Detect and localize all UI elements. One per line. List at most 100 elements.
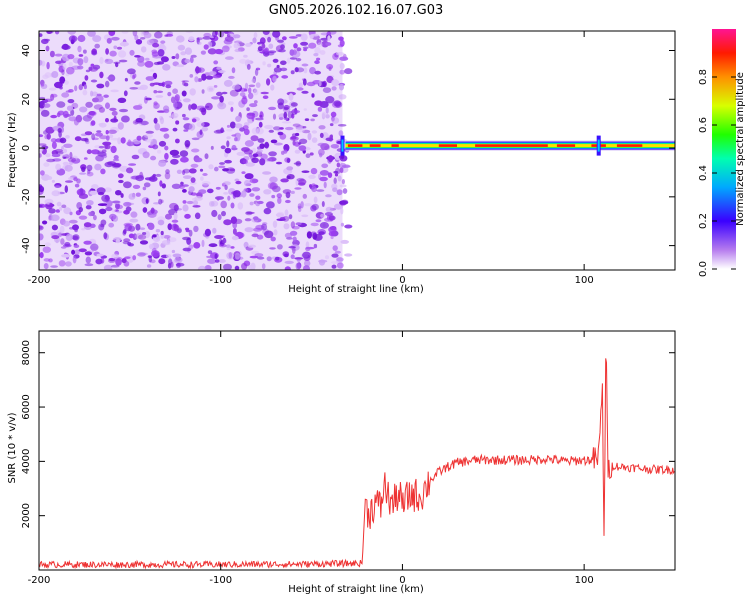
noise-speckle <box>157 110 166 113</box>
noise-speckle <box>251 157 259 164</box>
noise-speckle <box>145 130 154 134</box>
heatmap-ylabel: Frequency (Hz) <box>7 112 18 188</box>
noise-speckle <box>106 76 116 80</box>
noise-speckle <box>219 95 224 103</box>
noise-speckle <box>310 205 317 212</box>
noise-speckle <box>62 161 69 166</box>
noise-speckle <box>326 63 334 70</box>
noise-speckle <box>201 122 210 127</box>
noise-speckle <box>117 97 127 104</box>
noise-speckle <box>211 209 218 218</box>
noise-speckle <box>173 101 178 109</box>
noise-speckle <box>153 61 161 66</box>
noise-speckle <box>146 39 155 46</box>
noise-speckle <box>220 200 227 209</box>
noise-speckle <box>177 44 186 51</box>
noise-speckle <box>232 228 237 235</box>
noise-speckle <box>310 222 319 227</box>
noise-speckle <box>86 149 92 155</box>
noise-speckle <box>261 43 266 49</box>
noise-speckle <box>101 194 110 202</box>
noise-speckle <box>49 202 53 206</box>
noise-speckle <box>68 219 78 224</box>
noise-speckle <box>169 202 179 210</box>
noise-speckle <box>78 248 87 253</box>
y-tick-label: 8000 <box>21 340 32 365</box>
noise-speckle <box>167 223 173 231</box>
noise-speckle <box>277 131 284 136</box>
noise-speckle <box>313 53 319 57</box>
noise-speckle <box>77 191 81 195</box>
noise-speckle <box>223 79 233 87</box>
noise-speckle <box>264 141 270 149</box>
noise-speckle <box>98 107 105 113</box>
noise-speckle <box>152 42 160 48</box>
noise-speckle <box>234 178 240 182</box>
noise-speckle <box>157 219 165 226</box>
noise-speckle <box>184 47 193 55</box>
noise-speckle <box>188 244 194 250</box>
noise-speckle <box>336 262 344 269</box>
noise-speckle <box>303 108 307 111</box>
noise-speckle <box>61 254 71 258</box>
noise-speckle <box>295 262 301 270</box>
noise-speckle <box>100 224 105 228</box>
noise-speckle <box>246 63 251 70</box>
snr-frame <box>38 330 676 571</box>
noise-speckle <box>50 93 58 98</box>
noise-speckle <box>334 173 339 177</box>
noise-speckle <box>338 130 344 137</box>
noise-speckle <box>191 137 200 141</box>
noise-speckle <box>303 48 308 52</box>
noise-speckle <box>269 176 278 183</box>
noise-speckle <box>71 249 76 255</box>
noise-speckle <box>190 103 198 110</box>
signal-peak <box>347 144 363 147</box>
noise-speckle <box>258 121 263 128</box>
noise-speckle <box>298 82 303 88</box>
noise-speckle <box>113 155 119 160</box>
x-tick-label: 100 <box>575 575 594 586</box>
noise-speckle <box>67 31 77 35</box>
noise-speckle <box>100 168 106 175</box>
noise-speckle <box>268 129 274 133</box>
noise-speckle <box>148 144 156 149</box>
noise-speckle <box>275 213 284 217</box>
noise-speckle <box>159 180 163 187</box>
snr-background <box>39 331 675 570</box>
heatmap-signal-band <box>340 135 675 156</box>
noise-speckle <box>50 138 57 143</box>
noise-speckle <box>151 250 160 258</box>
noise-speckle <box>45 153 51 158</box>
noise-speckle <box>214 259 220 263</box>
noise-speckle <box>85 256 92 264</box>
noise-speckle <box>181 90 187 97</box>
noise-speckle <box>311 203 319 211</box>
noise-speckle <box>318 80 322 87</box>
noise-speckle <box>248 92 254 100</box>
noise-speckle <box>83 84 87 90</box>
noise-speckle <box>161 240 171 245</box>
noise-speckle <box>233 190 241 198</box>
noise-speckle <box>317 42 323 48</box>
signal-spike-core <box>341 139 344 152</box>
noise-speckle <box>79 172 86 175</box>
noise-speckle <box>313 233 323 241</box>
noise-speckle <box>145 57 150 61</box>
noise-speckle <box>84 251 93 256</box>
noise-speckle <box>249 103 258 108</box>
noise-speckle <box>65 135 70 139</box>
noise-speckle <box>294 257 304 260</box>
noise-speckle <box>201 89 205 94</box>
noise-speckle <box>272 31 281 38</box>
noise-speckle <box>95 94 104 103</box>
noise-speckle <box>340 239 350 244</box>
noise-speckle <box>276 64 280 68</box>
noise-speckle <box>267 63 272 68</box>
noise-speckle <box>226 252 235 260</box>
noise-speckle <box>105 58 109 62</box>
noise-speckle <box>302 126 307 129</box>
noise-speckle <box>295 222 302 226</box>
noise-speckle <box>202 183 209 188</box>
noise-speckle <box>158 160 167 167</box>
